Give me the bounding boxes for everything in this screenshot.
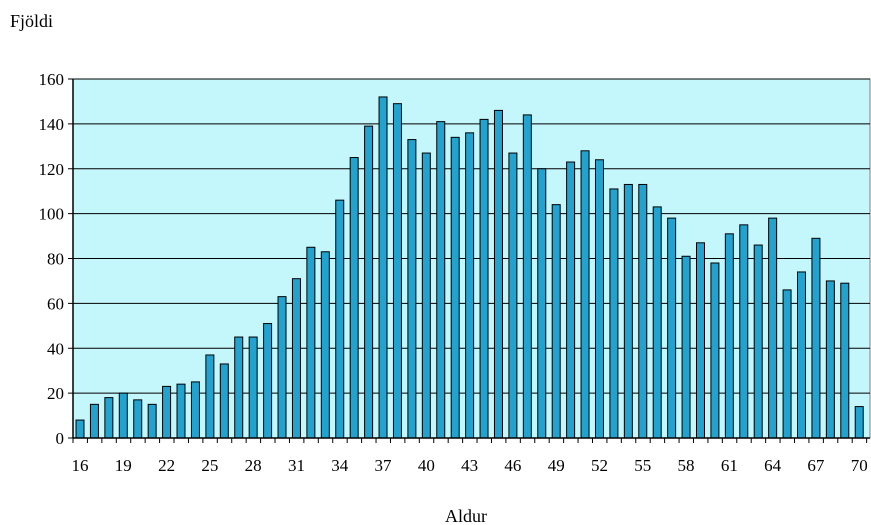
y-tick-label: 100 xyxy=(39,205,65,224)
y-tick-label: 20 xyxy=(47,384,64,403)
bar-19 xyxy=(118,392,128,439)
bar-41 xyxy=(436,121,446,439)
bar-63 xyxy=(753,244,763,439)
bar-35 xyxy=(349,157,359,439)
y-tick-labels: 0 20 40 60 80 100 120 140 160 xyxy=(39,70,73,448)
bar-45 xyxy=(493,109,503,439)
x-tick-label: 31 xyxy=(288,456,305,475)
bar-20 xyxy=(133,399,143,439)
bar-36 xyxy=(364,125,374,439)
y-tick-label: 140 xyxy=(39,115,65,134)
bar-23 xyxy=(176,383,186,439)
bar-27 xyxy=(234,336,244,439)
bars xyxy=(75,96,864,439)
bar-29 xyxy=(263,323,273,439)
x-tick-label: 64 xyxy=(764,456,782,475)
bar-18 xyxy=(104,397,114,439)
bar-37 xyxy=(378,96,388,439)
x-tick-label: 70 xyxy=(851,456,868,475)
bar-53 xyxy=(609,188,619,439)
bar-31 xyxy=(291,278,301,439)
bar-49 xyxy=(551,204,561,439)
bar-59 xyxy=(695,242,705,439)
bar-67 xyxy=(811,237,821,439)
x-tick-label: 34 xyxy=(331,456,349,475)
bar-65 xyxy=(782,289,792,439)
bar-60 xyxy=(710,262,720,439)
x-tick-label: 16 xyxy=(72,456,89,475)
bar-17 xyxy=(89,403,99,439)
bar-32 xyxy=(306,246,316,439)
x-tick-label: 52 xyxy=(591,456,608,475)
x-tick-label: 49 xyxy=(548,456,565,475)
y-tick-label: 120 xyxy=(39,160,65,179)
x-tick-label: 40 xyxy=(418,456,435,475)
bar-28 xyxy=(248,336,258,439)
x-tick-label: 67 xyxy=(807,456,825,475)
x-tick-label: 55 xyxy=(634,456,651,475)
bar-58 xyxy=(681,255,691,439)
bar-66 xyxy=(797,271,806,439)
bar-16 xyxy=(75,419,85,439)
x-tick-label: 19 xyxy=(115,456,132,475)
bar-43 xyxy=(465,132,475,439)
y-tick-label: 60 xyxy=(47,294,64,313)
bar-21 xyxy=(147,403,157,439)
x-tick-label: 43 xyxy=(461,456,478,475)
bar-42 xyxy=(450,136,460,439)
bar-64 xyxy=(768,217,778,439)
bar-69 xyxy=(840,282,850,439)
bar-47 xyxy=(522,114,532,439)
x-tick-label: 28 xyxy=(245,456,262,475)
x-tick-label: 25 xyxy=(201,456,218,475)
x-tick-label: 58 xyxy=(678,456,695,475)
bar-26 xyxy=(219,363,229,439)
bar-55 xyxy=(638,183,648,439)
bar-46 xyxy=(508,152,518,439)
x-tick-label: 37 xyxy=(375,456,393,475)
bar-50 xyxy=(566,161,576,439)
bar-56 xyxy=(652,206,662,439)
bar-52 xyxy=(594,159,604,439)
bar-62 xyxy=(739,224,749,439)
bar-39 xyxy=(407,139,417,439)
x-tick-label: 22 xyxy=(158,456,175,475)
y-tick-label: 160 xyxy=(39,70,65,89)
bar-34 xyxy=(335,199,345,439)
bar-38 xyxy=(392,103,402,439)
bar-61 xyxy=(724,233,734,439)
bar-70 xyxy=(854,406,864,439)
bar-30 xyxy=(277,296,287,439)
x-axis-title: Aldur xyxy=(445,506,487,525)
bar-48 xyxy=(537,168,547,439)
y-tick-label: 0 xyxy=(56,429,65,448)
y-axis-title: Fjöldi xyxy=(10,11,53,31)
y-tick-label: 40 xyxy=(47,339,64,358)
x-tick-label: 46 xyxy=(504,456,521,475)
bar-54 xyxy=(623,183,633,439)
bar-68 xyxy=(825,280,835,439)
bar-24 xyxy=(190,381,200,439)
y-tick-label: 80 xyxy=(47,250,64,269)
bar-33 xyxy=(320,251,330,439)
bar-44 xyxy=(479,118,489,439)
bar-57 xyxy=(667,217,677,439)
bar-22 xyxy=(162,385,172,439)
x-tick-label: 61 xyxy=(721,456,738,475)
bar-25 xyxy=(205,354,215,439)
x-tick-labels: 16 19 22 25 28 31 34 37 40 43 46 49 52 55 58 61 64 67 70 xyxy=(72,456,868,475)
bar-40 xyxy=(421,152,431,439)
bar-51 xyxy=(580,150,590,439)
